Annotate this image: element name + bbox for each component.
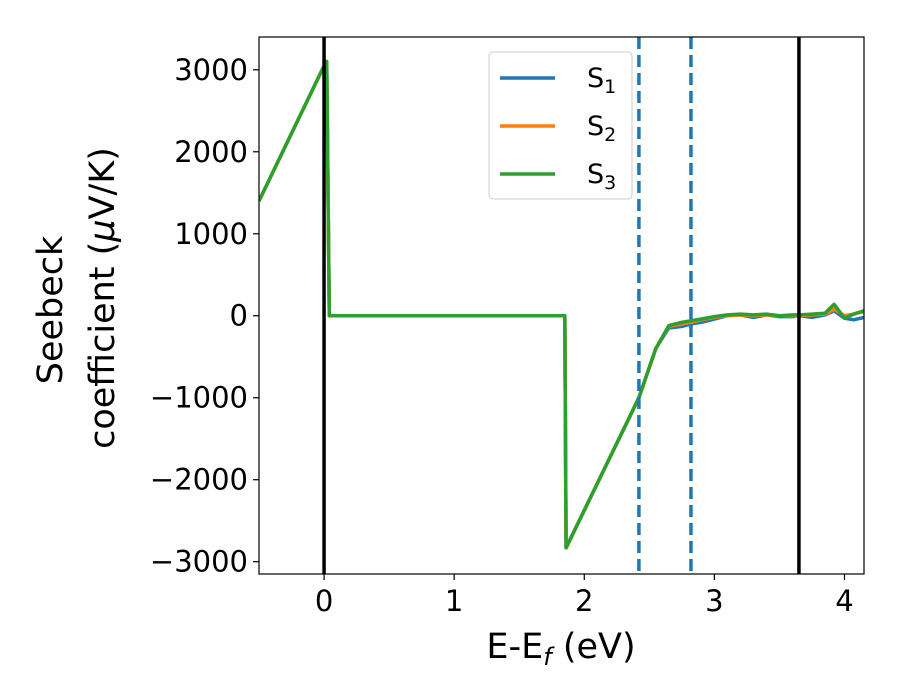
series-line-S3 xyxy=(259,59,864,550)
x-tick-label-0: 0 xyxy=(315,584,333,618)
y-tick-label-5: −2000 xyxy=(150,463,248,497)
legend-box xyxy=(488,51,633,200)
legend-label-main: S xyxy=(587,159,604,190)
y-axis-label-line2: coefficient (μV/K) xyxy=(83,147,123,449)
plot-frame xyxy=(258,36,865,575)
legend-label-S2: S2 xyxy=(587,111,616,146)
legend-label-subscript: 3 xyxy=(604,172,616,194)
x-axis-label-main: E-E xyxy=(486,627,543,667)
y-tick-label-1: 2000 xyxy=(174,135,248,169)
ticks-layer: 0 1 2 3 4 3000 2000 1000 0 −1000 −2000 −3000 xyxy=(150,53,854,618)
x-tick-label-1: 1 xyxy=(445,584,463,618)
x-axis-label-unit: (eV) xyxy=(552,627,636,667)
x-axis-label: E-Ef (eV) xyxy=(486,627,635,671)
y-tick-label-2: 1000 xyxy=(174,217,248,251)
legend-label-S3: S3 xyxy=(587,159,616,194)
y-tick-label-3: 0 xyxy=(230,299,248,333)
legend-label-main: S xyxy=(587,63,604,94)
y-tick-label-4: −1000 xyxy=(150,381,248,415)
legend-label-subscript: 2 xyxy=(604,124,616,146)
y-axis-label-mu: μ xyxy=(83,219,123,242)
legend-label-subscript: 1 xyxy=(604,76,616,98)
x-tick-label-2: 2 xyxy=(575,584,593,618)
data-layer xyxy=(259,37,864,574)
y-axis-label-line1: Seebeck xyxy=(31,235,71,384)
legend-label-main: S xyxy=(587,111,604,142)
y-tick-label-0: 3000 xyxy=(174,53,248,87)
y-axis-label-prefix: coefficient ( xyxy=(83,242,123,449)
y-tick-label-6: −3000 xyxy=(150,545,248,579)
legend-label-S1: S1 xyxy=(587,63,616,98)
x-tick-label-4: 4 xyxy=(835,584,853,618)
x-tick-label-3: 3 xyxy=(705,584,723,618)
y-axis-label-unit: V/K) xyxy=(83,147,123,219)
